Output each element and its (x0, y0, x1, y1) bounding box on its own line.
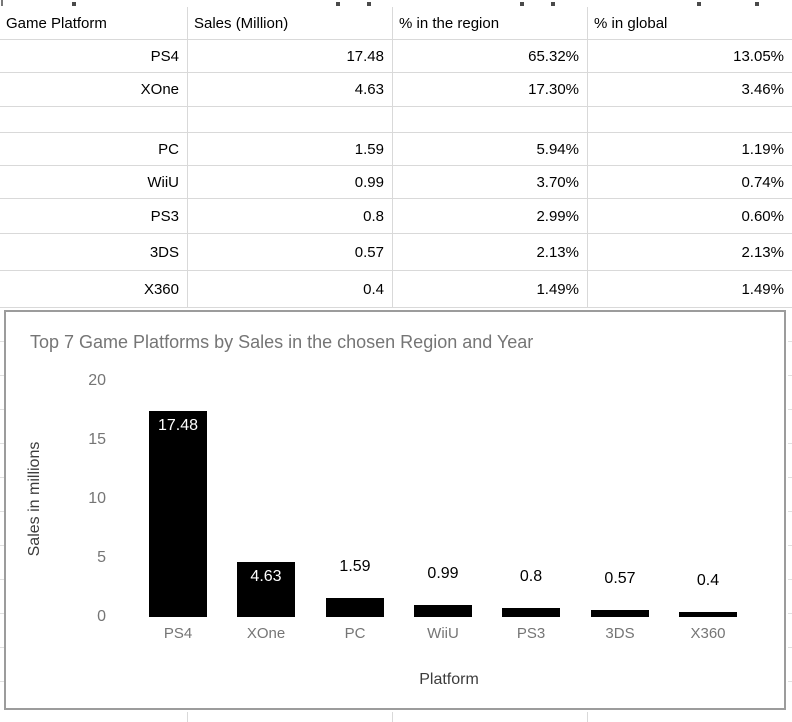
table-cell[interactable]: 0.60% (588, 199, 792, 234)
table-cell[interactable] (588, 107, 792, 133)
bar-PS4 (149, 411, 207, 617)
table-cell[interactable]: 2.99% (393, 199, 588, 234)
table-cell[interactable]: 0.57 (188, 234, 393, 271)
text-fragment (336, 2, 340, 6)
table-cell[interactable]: 17.48 (188, 40, 393, 73)
table-cell[interactable]: 17.30% (393, 73, 588, 107)
sheet-gridline-stubs-right (788, 308, 792, 712)
table-cell[interactable]: 13.05% (588, 40, 792, 73)
text-fragment (697, 2, 701, 6)
text-fragment (1, 0, 3, 6)
x-tick-label: XOne (246, 625, 286, 642)
x-tick-label: PS3 (516, 625, 546, 642)
table-cell[interactable]: 1.59 (188, 133, 393, 166)
header-cell-0[interactable]: Game Platform (0, 7, 188, 40)
sales-table: Game Platform Sales (Million)% in the reg… (0, 7, 792, 308)
bar-PC (326, 598, 384, 617)
y-tick-label: 0 (97, 608, 106, 625)
table-cell[interactable] (393, 107, 588, 133)
text-fragment (367, 2, 371, 6)
table-cell[interactable]: PC (0, 133, 188, 166)
x-tick-label: X360 (690, 625, 726, 642)
x-tick-label: 3DS (605, 625, 635, 642)
table-cell[interactable]: WiiU (0, 166, 188, 199)
y-tick-label: 5 (97, 549, 106, 566)
table-cell[interactable] (188, 107, 393, 133)
table-cell[interactable]: 2.13% (393, 234, 588, 271)
column-border (587, 712, 588, 722)
bar-XOne (237, 562, 295, 617)
bar-value-label: 0.99 (427, 565, 459, 582)
text-fragment (72, 2, 76, 6)
bar-value-label: 17.48 (157, 417, 199, 434)
header-cell-3[interactable]: % in global (588, 7, 792, 40)
bar-value-label: 4.63 (250, 568, 282, 585)
bar-WiiU (414, 605, 472, 617)
table-cell[interactable]: 3.70% (393, 166, 588, 199)
y-tick-label: 15 (88, 431, 106, 448)
bar-value-label: 0.4 (696, 572, 720, 589)
table-cell[interactable]: 3DS (0, 234, 188, 271)
table-cell[interactable] (0, 107, 188, 133)
text-fragment (755, 2, 759, 6)
table-cell[interactable]: 65.32% (393, 40, 588, 73)
sales-bar-chart[interactable]: Top 7 Game Platforms by Sales in the cho… (4, 310, 786, 710)
table-cell[interactable]: X360 (0, 271, 188, 308)
y-axis-title: Sales in millions (26, 441, 43, 557)
x-tick-label: PS4 (163, 625, 193, 642)
bar-value-label: 0.8 (519, 568, 543, 585)
bar-PS3 (502, 608, 560, 617)
table-cell[interactable]: 0.74% (588, 166, 792, 199)
x-tick-label: WiiU (427, 625, 459, 642)
bar-3DS (591, 610, 649, 617)
text-fragment (551, 2, 555, 6)
bar-X360 (679, 612, 737, 617)
chart-title: Top 7 Game Platforms by Sales in the cho… (30, 332, 534, 352)
header-cell-1[interactable]: Sales (Million) (188, 7, 393, 40)
bar-value-label: 1.59 (339, 558, 371, 575)
table-cell[interactable]: XOne (0, 73, 188, 107)
column-border (187, 712, 188, 722)
table-cell[interactable]: 5.94% (393, 133, 588, 166)
table-cell[interactable]: 1.49% (588, 271, 792, 308)
y-tick-label: 10 (88, 490, 106, 507)
table-cell[interactable]: 1.19% (588, 133, 792, 166)
table-cell[interactable]: PS3 (0, 199, 188, 234)
x-axis-title: Platform (419, 671, 479, 688)
table-cell[interactable]: 0.8 (188, 199, 393, 234)
y-tick-label: 20 (88, 372, 106, 389)
column-border (392, 712, 393, 722)
table-cell[interactable]: 2.13% (588, 234, 792, 271)
table-cell[interactable]: PS4 (0, 40, 188, 73)
bar-value-label: 0.57 (604, 570, 636, 587)
table-cell[interactable]: 0.99 (188, 166, 393, 199)
table-cell[interactable]: 1.49% (393, 271, 588, 308)
x-tick-label: PC (344, 625, 366, 642)
text-fragment (520, 2, 524, 6)
sheet-gridline-stubs-left (0, 308, 4, 712)
clipped-row-below (0, 712, 792, 722)
table-cell[interactable]: 0.4 (188, 271, 393, 308)
header-cell-2[interactable]: % in the region (393, 7, 588, 40)
table-cell[interactable]: 3.46% (588, 73, 792, 107)
table-cell[interactable]: 4.63 (188, 73, 393, 107)
